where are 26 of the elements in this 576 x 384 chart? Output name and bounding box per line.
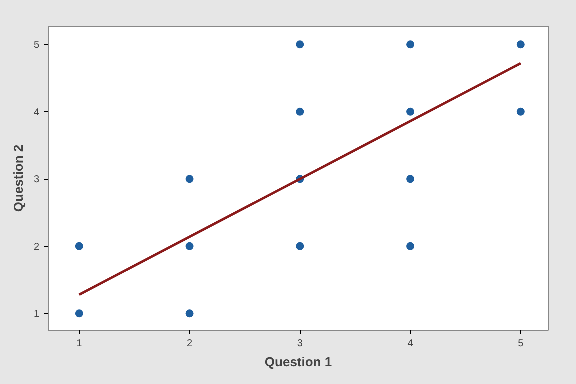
point	[516, 108, 525, 116]
x-tick-label: 5	[518, 338, 524, 350]
x-axis-title: Question 1	[264, 354, 332, 370]
point	[296, 40, 304, 49]
x-tick-label: 2	[187, 338, 193, 350]
point	[406, 175, 415, 184]
point	[406, 108, 415, 116]
point	[75, 310, 84, 318]
point	[516, 40, 525, 49]
point	[75, 242, 84, 250]
x-tick-label: 4	[408, 338, 414, 350]
y-tick-label: 5	[34, 40, 40, 52]
point	[406, 40, 415, 49]
y-tick-label: 1	[34, 309, 40, 320]
y-axis-title: Question 2	[10, 144, 26, 212]
x-tick-label: 3	[297, 338, 304, 350]
y-tick-label: 4	[34, 107, 40, 118]
point	[296, 242, 304, 250]
point	[186, 310, 194, 318]
point	[186, 175, 194, 184]
point	[296, 108, 304, 116]
y-tick-label: 2	[34, 242, 40, 253]
x-tick-label: 1	[76, 338, 83, 350]
point	[186, 242, 194, 250]
y-tick-label: 3	[34, 174, 40, 186]
point	[406, 242, 415, 250]
